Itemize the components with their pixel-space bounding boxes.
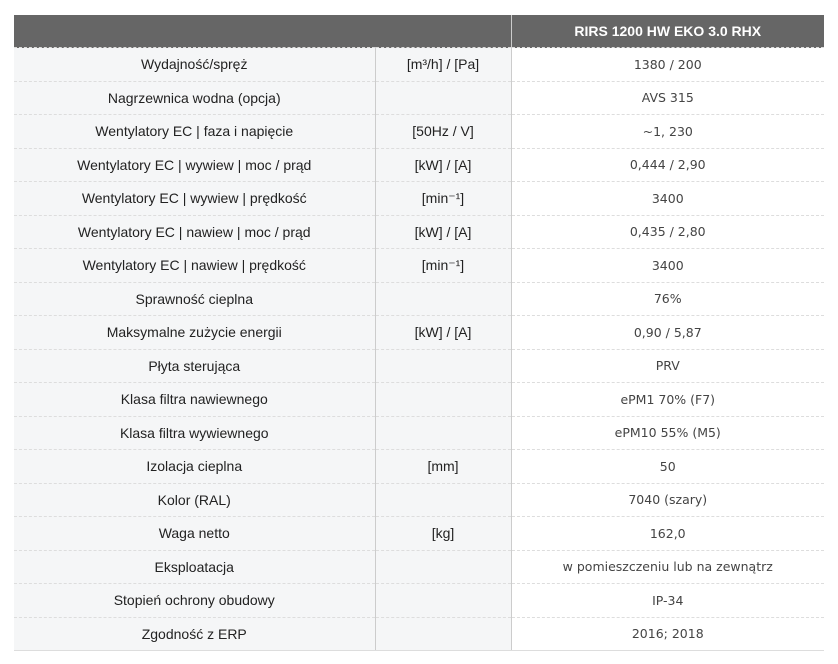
table-row: Eksploatacja w pomieszczeniu lub na zewną… (14, 549, 824, 584)
row-value: IP-34 (510, 583, 824, 617)
table-row: Maksymalne zużycie energii [kW] / [A] 0,90… (14, 315, 824, 349)
row-unit (374, 482, 511, 517)
table-row: Kolor (RAL) 7040 (szary) (14, 482, 824, 517)
table-row: Klasa filtra wywiewnego ePM10 55% (M5) (14, 415, 824, 450)
row-value: w pomieszczeniu lub na zewnątrz (510, 549, 824, 584)
table-row: Izolacja cieplna [mm] 50 (14, 449, 824, 483)
table-row: Zgodność z ERP 2016; 2018 (14, 616, 824, 651)
row-unit: [m³/h] / [Pa] (374, 47, 511, 81)
row-label: Wentylatory EC | faza i napięcie (14, 114, 375, 148)
row-value: 3400 (510, 181, 824, 215)
row-label: Stopień ochrony obudowy (14, 583, 375, 617)
row-unit: [kW] / [A] (374, 147, 511, 182)
row-label: Kolor (RAL) (14, 482, 375, 517)
row-unit: [min⁻¹] (374, 248, 511, 282)
row-unit (374, 616, 511, 651)
row-value: ~1, 230 (510, 114, 824, 148)
row-unit: [kg] (374, 516, 511, 550)
row-label: Wentylatory EC | nawiew | prędkość (14, 248, 375, 282)
row-unit (374, 80, 511, 115)
table-row: Płyta sterująca PRV (14, 348, 824, 383)
row-value: 0,444 / 2,90 (510, 147, 824, 182)
row-value: 0,435 / 2,80 (510, 214, 824, 249)
row-value: 1380 / 200 (510, 47, 824, 81)
row-value: PRV (510, 348, 824, 383)
row-label: Izolacja cieplna (14, 449, 375, 483)
table-row: Wentylatory EC | wywiew | prędkość [min⁻¹… (14, 181, 824, 215)
row-unit (374, 281, 511, 316)
table-row: Klasa filtra nawiewnego ePM1 70% (F7) (14, 382, 824, 416)
row-value: 2016; 2018 (510, 616, 824, 651)
spec-table: RIRS 1200 HW EKO 3.0 RHX Wydajność/spręż… (14, 15, 824, 651)
row-value: ePM1 70% (F7) (510, 382, 824, 416)
row-unit (374, 415, 511, 450)
header-blank (14, 15, 511, 48)
row-value: 76% (510, 281, 824, 316)
row-label: Eksploatacja (14, 549, 375, 584)
row-unit (374, 382, 511, 416)
row-unit: [min⁻¹] (374, 181, 511, 215)
row-label: Wentylatory EC | nawiew | moc / prąd (14, 214, 375, 249)
table-row: Wentylatory EC | wywiew | moc / prąd [kW]… (14, 147, 824, 182)
row-unit (374, 549, 511, 584)
row-unit (374, 583, 511, 617)
table-row: Wydajność/spręż [m³/h] / [Pa] 1380 / 200 (14, 47, 824, 81)
row-label: Waga netto (14, 516, 375, 550)
table-row: Nagrzewnica wodna (opcja) AVS 315 (14, 80, 824, 115)
row-label: Maksymalne zużycie energii (14, 315, 375, 349)
row-unit: [mm] (374, 449, 511, 483)
row-label: Sprawność cieplna (14, 281, 375, 316)
row-label: Nagrzewnica wodna (opcja) (14, 80, 375, 115)
model-header: RIRS 1200 HW EKO 3.0 RHX (510, 15, 824, 48)
row-unit (374, 348, 511, 383)
row-value: ePM10 55% (M5) (510, 415, 824, 450)
row-label: Wydajność/spręż (14, 47, 375, 81)
row-value: 0,90 / 5,87 (510, 315, 824, 349)
row-unit: [50Hz / V] (374, 114, 511, 148)
row-value: 162,0 (510, 516, 824, 550)
row-label: Płyta sterująca (14, 348, 375, 383)
row-unit: [kW] / [A] (374, 214, 511, 249)
table-header: RIRS 1200 HW EKO 3.0 RHX (14, 15, 824, 48)
row-value: 50 (510, 449, 824, 483)
row-unit: [kW] / [A] (374, 315, 511, 349)
table-row: Waga netto [kg] 162,0 (14, 516, 824, 550)
table-row: Wentylatory EC | nawiew | prędkość [min⁻¹… (14, 248, 824, 282)
table-row: Wentylatory EC | nawiew | moc / prąd [kW]… (14, 214, 824, 249)
row-label: Wentylatory EC | wywiew | moc / prąd (14, 147, 375, 182)
row-value: 3400 (510, 248, 824, 282)
row-value: 7040 (szary) (510, 482, 824, 517)
table-row: Stopień ochrony obudowy IP-34 (14, 583, 824, 617)
row-label: Klasa filtra wywiewnego (14, 415, 375, 450)
table-row: Sprawność cieplna 76% (14, 281, 824, 316)
row-label: Klasa filtra nawiewnego (14, 382, 375, 416)
row-value: AVS 315 (510, 80, 824, 115)
row-label: Zgodność z ERP (14, 616, 375, 651)
row-label: Wentylatory EC | wywiew | prędkość (14, 181, 375, 215)
table-row: Wentylatory EC | faza i napięcie [50Hz / … (14, 114, 824, 148)
